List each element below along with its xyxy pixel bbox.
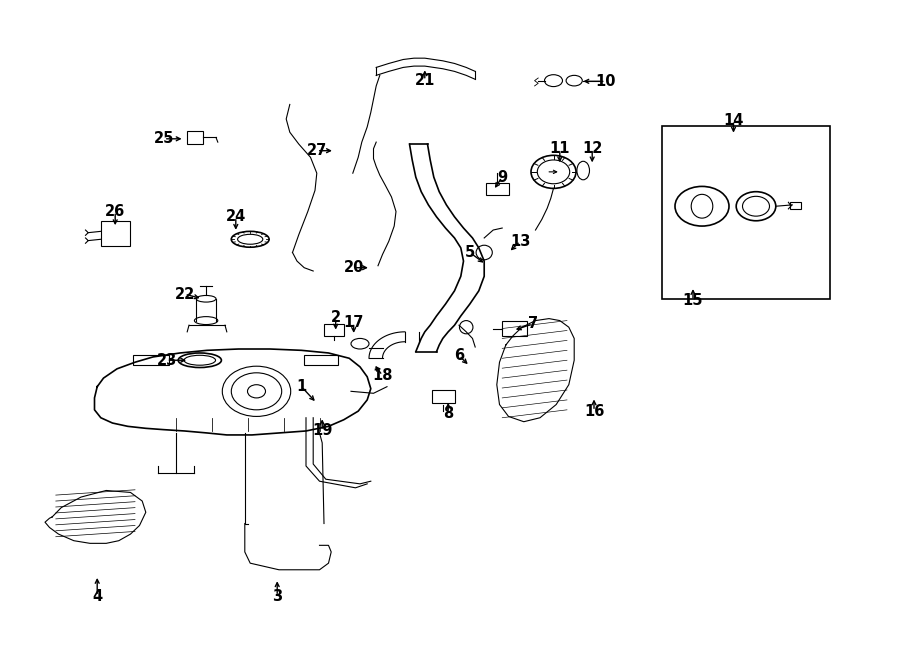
Text: 20: 20: [344, 260, 364, 275]
Text: 26: 26: [105, 204, 125, 219]
Text: 25: 25: [154, 132, 174, 146]
Bar: [133, 355, 169, 365]
Text: 8: 8: [443, 406, 454, 420]
Bar: [486, 183, 508, 195]
Bar: [324, 324, 344, 336]
Text: 2: 2: [330, 310, 341, 325]
Text: 9: 9: [497, 170, 508, 184]
Text: 14: 14: [724, 113, 743, 128]
Text: 16: 16: [584, 404, 604, 418]
Text: 5: 5: [464, 245, 475, 260]
Text: 18: 18: [373, 368, 392, 383]
Text: 4: 4: [92, 589, 103, 603]
Text: 6: 6: [454, 348, 464, 363]
Text: 1: 1: [296, 379, 307, 394]
Text: 12: 12: [582, 141, 602, 156]
Text: 10: 10: [596, 74, 616, 89]
Bar: [502, 321, 527, 336]
Text: 3: 3: [272, 589, 283, 603]
Bar: [101, 221, 130, 246]
Text: 11: 11: [550, 141, 570, 156]
Text: 15: 15: [683, 293, 703, 308]
Text: 17: 17: [344, 315, 364, 330]
Text: 24: 24: [226, 210, 246, 224]
Text: 21: 21: [415, 73, 435, 88]
Bar: [304, 355, 338, 365]
Text: 13: 13: [510, 234, 530, 249]
Text: 27: 27: [307, 143, 327, 158]
Text: 23: 23: [157, 353, 176, 368]
Bar: [187, 131, 203, 144]
Bar: [662, 126, 830, 299]
Text: 7: 7: [527, 317, 538, 331]
Bar: [790, 202, 801, 209]
Bar: [432, 390, 454, 403]
Text: 19: 19: [312, 424, 332, 438]
Text: 22: 22: [175, 287, 194, 301]
